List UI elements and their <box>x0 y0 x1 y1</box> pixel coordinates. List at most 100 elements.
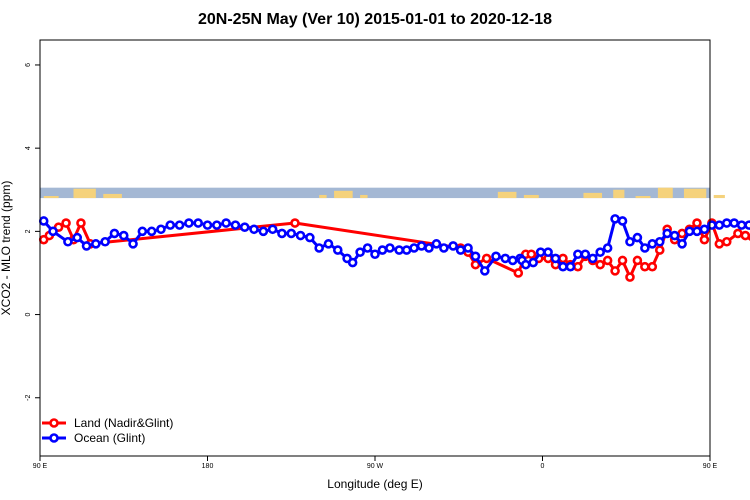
data-point <box>595 259 605 270</box>
data-point <box>165 220 176 230</box>
data-point <box>385 243 395 253</box>
map-land-patch <box>497 191 517 199</box>
map-land-patch <box>635 196 651 199</box>
data-point <box>736 220 747 230</box>
map-land-patch <box>523 194 539 199</box>
legend-label: Land (Nadir&Glint) <box>74 416 173 430</box>
data-point <box>174 220 185 230</box>
data-point <box>48 226 58 237</box>
data-point <box>640 261 650 272</box>
data-point <box>305 232 315 243</box>
data-point <box>137 226 148 237</box>
y-tick-label: 0 <box>25 313 32 317</box>
data-point <box>249 224 259 235</box>
data-point <box>61 218 71 228</box>
data-point <box>290 218 300 228</box>
data-point <box>699 224 710 235</box>
data-point <box>230 220 241 230</box>
data-point <box>146 226 157 237</box>
data-point <box>729 218 739 228</box>
data-point <box>721 218 732 228</box>
data-point <box>470 251 481 262</box>
data-point <box>684 226 695 237</box>
series-1 <box>38 214 750 276</box>
map-land-patch <box>103 193 122 199</box>
data-point <box>714 239 725 249</box>
x-axis: 90 E 180 90 W 0 90 E <box>33 456 718 470</box>
data-point <box>295 230 306 241</box>
data-point <box>424 243 434 253</box>
legend-marker <box>49 433 59 443</box>
data-point <box>740 230 750 241</box>
data-point <box>721 236 732 247</box>
data-point <box>481 253 492 264</box>
data-point <box>558 261 568 272</box>
data-point <box>692 226 702 237</box>
y-tick-label: 2 <box>25 229 32 233</box>
map-land-patch <box>683 188 707 199</box>
data-point <box>692 218 702 228</box>
y-tick-label: 6 <box>25 63 32 67</box>
map-land-patch <box>360 194 368 199</box>
legend-label: Ocean (Glint) <box>74 431 145 445</box>
data-point <box>543 247 553 257</box>
data-point <box>617 216 628 226</box>
data-point <box>535 247 546 257</box>
map-land-patch <box>657 187 673 199</box>
data-point <box>647 261 658 272</box>
data-point <box>632 255 643 266</box>
data-point <box>647 239 658 249</box>
data-point <box>416 241 427 251</box>
data-point <box>455 245 466 255</box>
data-point <box>100 236 110 247</box>
data-point <box>38 216 49 226</box>
x-tick-label: 180 <box>202 463 214 470</box>
data-point <box>118 230 129 241</box>
data-point <box>677 239 687 249</box>
data-point <box>610 266 620 276</box>
data-point <box>81 241 92 251</box>
data-point <box>362 243 373 253</box>
data-point <box>491 251 501 262</box>
data-point <box>332 245 343 255</box>
data-point <box>677 228 687 239</box>
map-land-patch <box>73 188 96 199</box>
y-tick-label: 4 <box>25 146 32 150</box>
data-point <box>184 218 194 228</box>
map-land-patch <box>613 189 625 199</box>
data-point <box>595 247 605 257</box>
data-point <box>714 220 725 230</box>
map-land-patch <box>319 194 327 199</box>
x-tick-label: 90 E <box>33 463 48 470</box>
data-point <box>370 249 380 260</box>
map-band <box>40 187 725 199</box>
map-land-patch <box>583 192 603 199</box>
data-point <box>565 261 576 272</box>
data-point <box>602 255 613 266</box>
data-point <box>640 243 650 253</box>
data-point <box>63 236 73 247</box>
data-point <box>669 230 680 241</box>
data-point <box>347 257 358 268</box>
data-point <box>662 228 672 239</box>
data-point <box>558 253 568 264</box>
data-point <box>394 245 404 255</box>
data-point <box>699 234 710 245</box>
data-point <box>707 220 717 230</box>
x-tick-label: 90 W <box>367 463 384 470</box>
map-land-patch <box>713 194 725 199</box>
data-point <box>221 218 231 228</box>
data-point <box>323 239 334 249</box>
data-point <box>602 243 613 253</box>
x-tick-label: 90 E <box>703 463 718 470</box>
data-point <box>625 272 635 282</box>
data-point <box>355 247 365 257</box>
data-point <box>733 228 743 239</box>
y-tick-label: -2 <box>25 395 32 401</box>
y-axis-label: XCO2 - MLO trend (ppm) <box>0 181 13 316</box>
data-point <box>587 253 598 264</box>
data-point <box>439 243 449 253</box>
data-point <box>480 266 490 276</box>
legend: Land (Nadir&Glint)Ocean (Glint) <box>42 416 173 445</box>
